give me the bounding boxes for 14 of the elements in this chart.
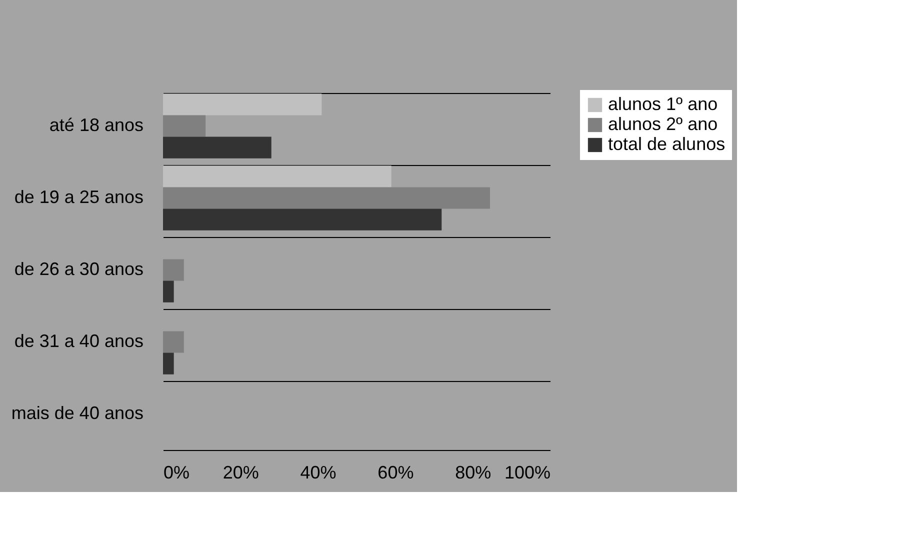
x-tick-label: 40% xyxy=(300,462,336,482)
legend-label: alunos 1º ano xyxy=(608,94,718,114)
legend-label: alunos 2º ano xyxy=(608,114,718,134)
x-tick-label: 60% xyxy=(378,462,414,482)
x-tick-label: 100% xyxy=(504,462,550,482)
y-tick-label: de 19 a 25 anos xyxy=(14,187,144,207)
y-tick-label: até 18 anos xyxy=(49,115,144,135)
x-tick-label: 0% xyxy=(164,462,190,482)
y-tick-label: mais de 40 anos xyxy=(11,403,144,423)
y-tick-label: de 31 a 40 anos xyxy=(14,331,144,351)
y-tick-label: de 26 a 30 anos xyxy=(14,259,144,279)
x-tick-label: 20% xyxy=(222,462,259,482)
legend-label: total de alunos xyxy=(608,134,726,154)
x-tick-label: 80% xyxy=(455,462,492,482)
